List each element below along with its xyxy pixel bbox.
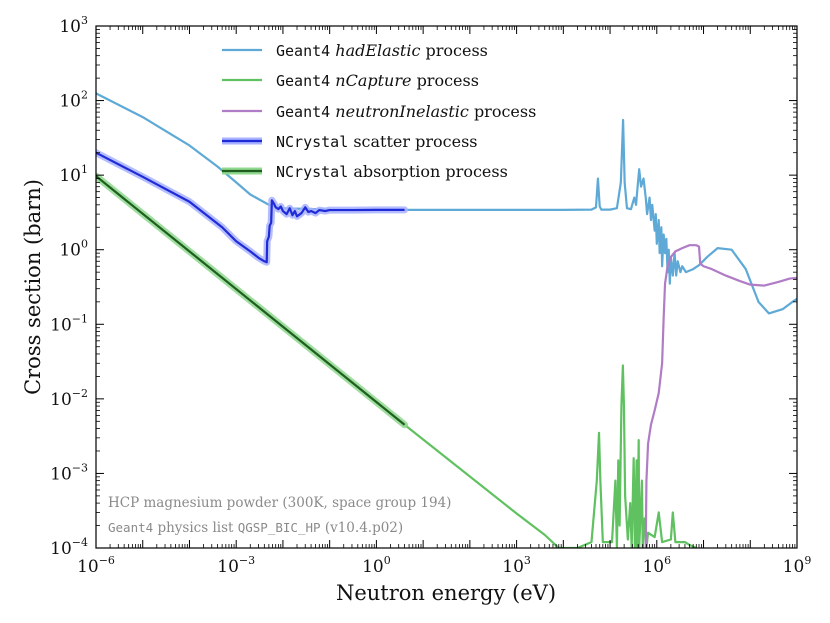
y-tick-label: 101 [59,163,88,186]
tick-layer [95,25,798,549]
series-had [96,92,797,315]
series-nc_abs-line [96,175,406,426]
y-tick-label: 102 [59,89,88,112]
legend-entry-inel: Geant4 neutronInelastic process [222,102,536,121]
series-cap-line [96,175,697,548]
annotation-material: HCP magnesium powder (300K, space group … [108,495,451,511]
series-nc_scat-line [96,151,405,264]
tick-label-layer: 10−6 10−3 100 103 106 109 10−4 10−3 10−2 10−1 100 1… [50,14,811,577]
legend-label-inel: Geant4 neutronInelastic process [276,102,536,121]
y-tick-label: 10−2 [50,387,88,410]
x-tick-label: 103 [502,554,531,577]
annotation-physics-list: Geant4 physics list QGSP_BIC_HP (v10.4.p… [108,520,403,536]
annotations: HCP magnesium powder (300K, space group … [108,495,451,536]
plot-frame [95,25,798,549]
legend-entry-cap: Geant4 nCapture process [222,71,479,90]
y-tick-label: 100 [59,238,88,261]
legend: Geant4 hadElastic process Geant4 nCaptur… [222,41,536,181]
series-cap [96,175,697,548]
series-nc_scat [96,149,409,266]
legend-label-nc-absorption: NCrystal absorption process [276,162,508,181]
y-axis-label: Cross section (barn) [21,179,45,395]
legend-entry-had: Geant4 hadElastic process [222,41,488,60]
series-had-line [96,92,797,315]
legend-entry-nc-scatter: NCrystal scatter process [222,132,478,151]
legend-entry-nc-absorption: NCrystal absorption process [222,162,508,181]
y-tick-label: 10−3 [50,461,88,484]
series-inel-line [644,244,797,548]
x-tick-label: 109 [783,554,812,577]
series-layer [96,92,797,548]
legend-label-cap: Geant4 nCapture process [276,71,479,90]
x-tick-label: 10−3 [217,554,255,577]
series-inel [644,244,797,548]
y-tick-label: 10−4 [50,536,88,559]
y-tick-label: 10−1 [50,312,88,335]
x-tick-label: 106 [642,554,671,577]
legend-label-had: Geant4 hadElastic process [276,41,488,60]
x-tick-label: 100 [362,554,391,577]
x-axis-label: Neutron energy (eV) [336,581,556,605]
y-tick-label: 103 [59,14,88,37]
x-tick-label: 10−6 [77,554,115,577]
legend-label-nc-scatter: NCrystal scatter process [276,132,478,151]
series-nc_abs [96,172,409,429]
